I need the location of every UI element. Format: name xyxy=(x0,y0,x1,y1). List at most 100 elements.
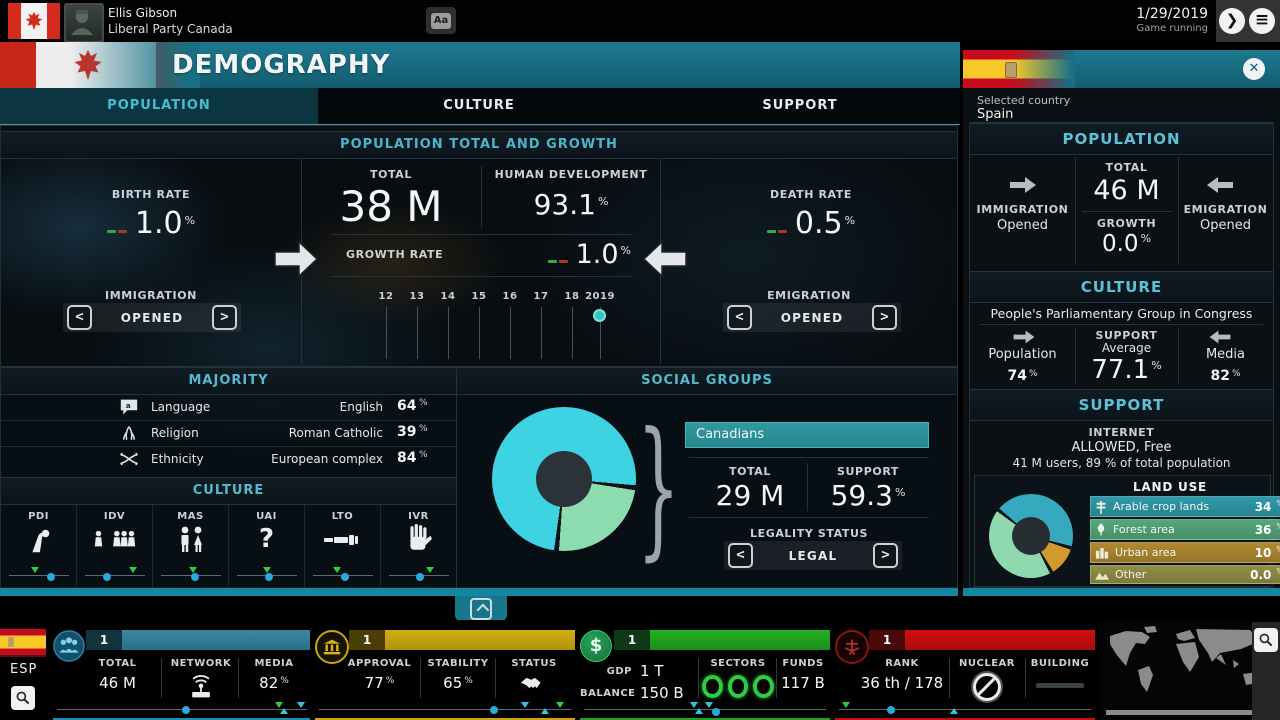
culture-dim-lto[interactable]: LTO xyxy=(305,505,381,588)
politics-badge: 1 xyxy=(349,630,385,650)
country-panel: ✕ Selected country Spain POPULATION IMMI… xyxy=(963,50,1280,596)
death-rate-value: 0.5% xyxy=(711,206,911,241)
selected-group-bar[interactable]: Canadians xyxy=(685,422,929,448)
military-badge: 1 xyxy=(869,630,905,650)
expand-panel-tab[interactable] xyxy=(455,596,507,621)
group-total-label: TOTAL xyxy=(728,465,772,478)
immigration-next-button[interactable]: > xyxy=(211,305,237,330)
bottom-panel-population[interactable]: 1 TOTAL 46 M NETWORK MEDIA 82% xyxy=(53,628,310,720)
bottom-spain-flag xyxy=(0,629,46,657)
institutions-icon[interactable] xyxy=(315,630,349,664)
majority-row-religion[interactable]: Religion Roman Catholic 39 % xyxy=(1,421,456,447)
cp-culture-subtitle: People's Parliamentary Group in Congress xyxy=(990,306,1253,321)
media-arrow-icon xyxy=(1209,330,1231,344)
country-zoom-button[interactable] xyxy=(11,686,35,710)
cp-immigration-value: Opened xyxy=(997,218,1048,233)
legality-label: LEGALITY STATUS xyxy=(749,527,869,540)
main-bottom-strip xyxy=(0,588,958,596)
land-use-donut xyxy=(989,494,1073,578)
bottom-panel-economy[interactable]: $ 1 GDP 1 T BALANCE 150 B SECTORS FUNDS 1… xyxy=(580,628,830,720)
cp-total-label: TOTAL xyxy=(1105,161,1148,174)
legality-control: < LEGAL > xyxy=(724,541,902,570)
cp-immigration-label: IMMIGRATION xyxy=(976,203,1069,216)
cp-total-value: 46 M xyxy=(1093,175,1160,206)
svg-text:a: a xyxy=(126,401,131,410)
handshake-icon xyxy=(520,677,541,689)
culture-dim-uai[interactable]: UAI ? xyxy=(229,505,305,588)
spain-flag xyxy=(963,50,1075,88)
population-arrow-icon xyxy=(1013,330,1035,344)
player-name: Ellis Gibson xyxy=(108,6,178,20)
majority-row-ethnicity[interactable]: Ethnicity European complex 84 % xyxy=(1,447,456,472)
language-bubble-button[interactable]: Aa xyxy=(426,7,456,34)
economy-strip xyxy=(580,718,830,720)
economy-sectors-stat: SECTORS xyxy=(702,658,775,698)
flow-arrow-right-icon xyxy=(274,240,319,278)
military-building-stat: BUILDING xyxy=(1027,658,1093,688)
magnifier-icon xyxy=(16,691,30,705)
culture-dim-mas[interactable]: MAS xyxy=(153,505,229,588)
legality-next-button[interactable]: > xyxy=(872,543,898,568)
military-progress-bar xyxy=(905,630,1095,650)
immigration-prev-button[interactable]: < xyxy=(67,305,92,330)
cp-support-value: 77.1% xyxy=(1091,355,1162,385)
magnifier-icon xyxy=(1259,633,1273,647)
economy-progress-bar xyxy=(650,630,830,650)
tab-culture[interactable]: CULTURE xyxy=(443,98,515,113)
birth-rate-label: BIRTH RATE xyxy=(111,188,191,201)
cp-emigration-label: EMIGRATION xyxy=(1183,203,1268,216)
military-slider xyxy=(839,702,1091,716)
military-icon[interactable] xyxy=(835,630,869,664)
player-avatar[interactable] xyxy=(64,3,104,43)
culture-slider xyxy=(389,567,449,583)
culture-dim-ivr[interactable]: IVR xyxy=(381,505,456,588)
cp-growth-label: GROWTH xyxy=(1096,217,1157,230)
menu-button[interactable]: ≡ xyxy=(1249,8,1275,34)
military-nuclear-stat: NUCLEAR xyxy=(953,658,1021,701)
emigration-prev-button[interactable]: < xyxy=(727,305,752,330)
spain-crest xyxy=(8,637,14,647)
culture-dim-pdi[interactable]: PDI xyxy=(1,505,77,588)
total-label: TOTAL xyxy=(369,168,413,181)
social-groups-title: SOCIAL GROUPS xyxy=(457,367,957,395)
politics-progress-bar xyxy=(385,630,575,650)
nuclear-prohibited-icon xyxy=(973,673,1001,701)
trend-icon xyxy=(547,260,568,263)
uai-icon: ? xyxy=(258,524,275,554)
immigration-arrow-icon xyxy=(1010,177,1036,193)
tab-support[interactable]: SUPPORT xyxy=(762,98,838,113)
growth-rate-value: 1.0% xyxy=(491,239,631,270)
cp-emigration-value: Opened xyxy=(1200,218,1251,233)
culture-slider xyxy=(313,567,373,583)
mas-icon xyxy=(181,526,202,552)
legality-prev-button[interactable]: < xyxy=(728,543,753,568)
population-media-stat: MEDIA 82% xyxy=(254,658,294,692)
social-groups-donut xyxy=(492,407,636,551)
bottom-panel-military[interactable]: 1 RANK 36 th / 178 NUCLEAR BUILDING xyxy=(835,628,1095,720)
majority-row-language[interactable]: a Language English 64 % xyxy=(1,395,456,421)
country-panel-body: POPULATION IMMIGRATION Opened TOTAL 46 M… xyxy=(969,122,1280,588)
economy-slider xyxy=(584,702,826,716)
header-canada-flag xyxy=(0,42,200,88)
language-icon: a xyxy=(120,399,138,415)
emigration-next-button[interactable]: > xyxy=(871,305,897,330)
close-panel-button[interactable]: ✕ xyxy=(1243,58,1265,80)
population-icon[interactable] xyxy=(53,630,85,662)
cp-support-title: SUPPORT xyxy=(970,389,1273,421)
map-zoom-button[interactable] xyxy=(1254,628,1278,652)
economy-icon[interactable]: $ xyxy=(580,630,612,662)
tab-population[interactable]: POPULATION xyxy=(0,88,318,124)
world-map[interactable] xyxy=(1100,622,1280,720)
fast-forward-button[interactable]: ❯ xyxy=(1219,8,1245,34)
ethnicity-icon xyxy=(120,452,138,466)
growth-rate-label: GROWTH RATE xyxy=(346,248,444,261)
culture-title: CULTURE xyxy=(1,477,456,505)
culture-dim-idv[interactable]: IDV xyxy=(77,505,153,588)
country-code: ESP xyxy=(10,662,38,677)
bottom-panel-politics[interactable]: 1 APPROVAL 77% STABILITY 65% STATUS xyxy=(315,628,575,720)
sector-rings[interactable] xyxy=(702,675,775,698)
social-groups-box: SOCIAL GROUPS } Canadians TOTAL 29 M SUP… xyxy=(457,366,957,588)
